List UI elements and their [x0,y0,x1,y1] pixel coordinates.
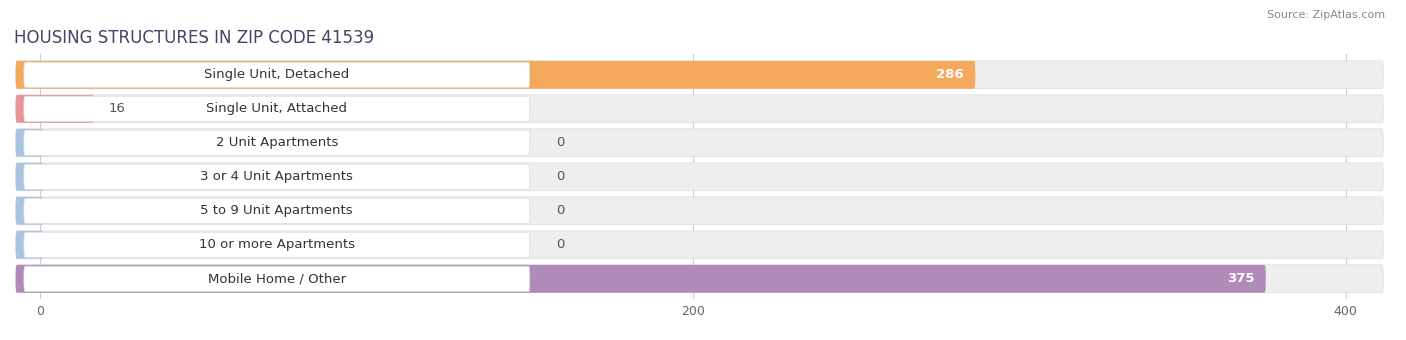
Text: Single Unit, Detached: Single Unit, Detached [204,68,350,81]
Text: 16: 16 [108,102,125,115]
Text: 286: 286 [936,68,965,81]
FancyBboxPatch shape [15,163,1384,191]
FancyBboxPatch shape [24,62,530,87]
Text: 2 Unit Apartments: 2 Unit Apartments [215,136,337,149]
FancyBboxPatch shape [15,129,44,157]
Text: 0: 0 [555,136,564,149]
FancyBboxPatch shape [15,265,1384,293]
Text: 0: 0 [555,170,564,183]
FancyBboxPatch shape [15,197,1384,225]
FancyBboxPatch shape [15,95,94,123]
FancyBboxPatch shape [15,197,44,225]
FancyBboxPatch shape [24,232,530,257]
Text: 375: 375 [1227,272,1254,285]
FancyBboxPatch shape [15,129,1384,157]
Text: Single Unit, Attached: Single Unit, Attached [207,102,347,115]
Text: 10 or more Apartments: 10 or more Apartments [198,238,354,251]
FancyBboxPatch shape [15,265,1265,293]
FancyBboxPatch shape [24,266,530,291]
Text: 0: 0 [555,238,564,251]
Text: Mobile Home / Other: Mobile Home / Other [208,272,346,285]
FancyBboxPatch shape [15,61,976,89]
FancyBboxPatch shape [15,231,44,259]
FancyBboxPatch shape [15,95,1384,123]
Text: HOUSING STRUCTURES IN ZIP CODE 41539: HOUSING STRUCTURES IN ZIP CODE 41539 [14,29,374,47]
FancyBboxPatch shape [15,163,44,191]
Text: 3 or 4 Unit Apartments: 3 or 4 Unit Apartments [201,170,353,183]
FancyBboxPatch shape [24,198,530,223]
FancyBboxPatch shape [15,61,1384,89]
Text: 5 to 9 Unit Apartments: 5 to 9 Unit Apartments [201,204,353,217]
FancyBboxPatch shape [24,130,530,155]
Text: 0: 0 [555,204,564,217]
Text: Source: ZipAtlas.com: Source: ZipAtlas.com [1267,10,1385,20]
FancyBboxPatch shape [24,164,530,189]
FancyBboxPatch shape [15,231,1384,259]
FancyBboxPatch shape [24,96,530,121]
